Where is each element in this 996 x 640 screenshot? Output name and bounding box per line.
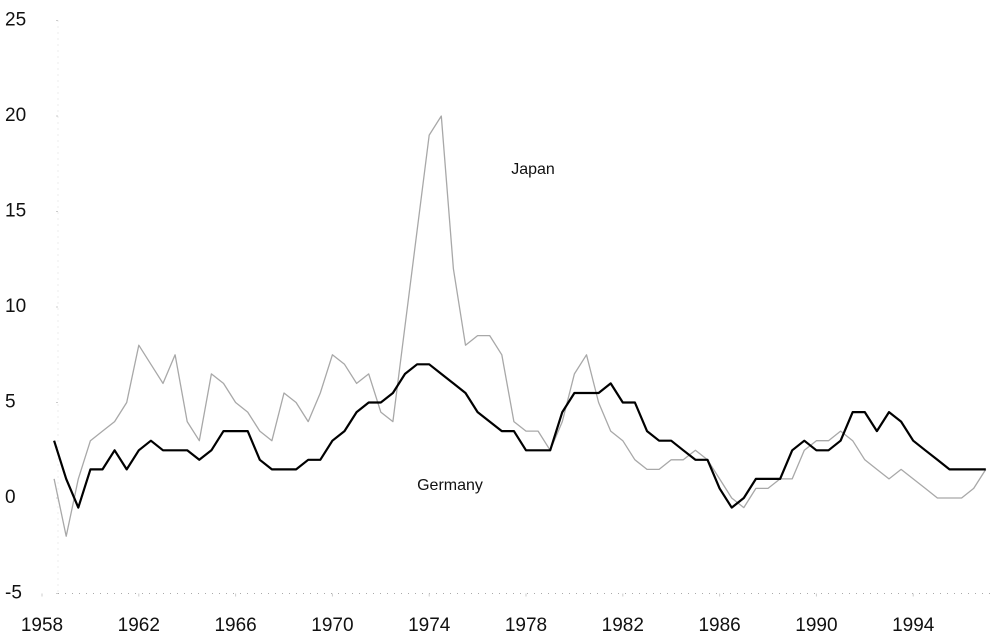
x-tick-label: 1958 [21,615,63,636]
series-line [53,115,987,537]
y-tick-label: 0 [5,487,16,508]
x-tick-label: 1986 [698,615,740,636]
y-tick-label: 20 [5,105,26,126]
x-tick-label: 1962 [118,615,160,636]
y-tick-label: 15 [5,201,26,222]
x-tick-label: 1970 [311,615,353,636]
y-tick-label: -5 [5,583,22,604]
series-label: Japan [511,161,555,178]
y-tick-label: 5 [5,392,16,413]
series-label: Germany [417,477,483,494]
series-line [53,363,986,509]
x-tick-label: 1978 [505,615,547,636]
x-tick-label: 1966 [214,615,256,636]
x-tick-label: 1982 [602,615,644,636]
y-tick-label: 25 [5,10,26,31]
x-tick-label: 1974 [408,615,451,636]
y-tick-label: 10 [5,296,26,317]
x-tick-label: 1990 [795,615,837,636]
x-tick-label: 1994 [892,615,935,636]
